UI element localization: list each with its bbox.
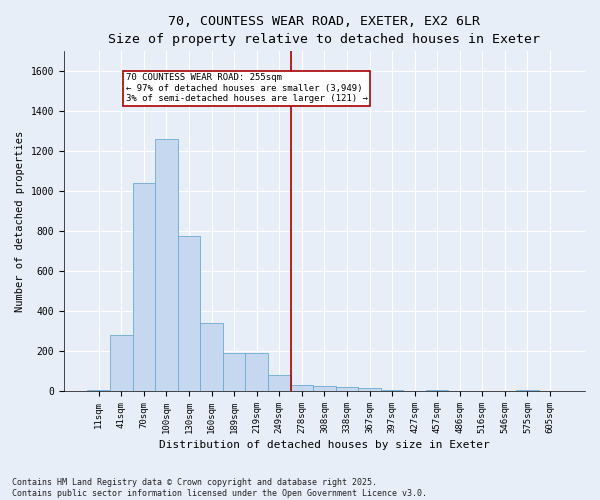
Text: 70 COUNTESS WEAR ROAD: 255sqm
← 97% of detached houses are smaller (3,949)
3% of: 70 COUNTESS WEAR ROAD: 255sqm ← 97% of d…	[126, 74, 368, 103]
Bar	[110, 335, 133, 391]
Bar	[426, 390, 448, 391]
Bar	[290, 385, 313, 391]
Title: 70, COUNTESS WEAR ROAD, EXETER, EX2 6LR
Size of property relative to detached ho: 70, COUNTESS WEAR ROAD, EXETER, EX2 6LR …	[109, 15, 541, 46]
Bar	[268, 375, 290, 391]
Bar	[245, 353, 268, 391]
X-axis label: Distribution of detached houses by size in Exeter: Distribution of detached houses by size …	[159, 440, 490, 450]
Bar	[516, 390, 539, 391]
Bar	[313, 386, 335, 391]
Bar	[133, 183, 155, 391]
Bar	[155, 140, 178, 391]
Bar	[335, 387, 358, 391]
Y-axis label: Number of detached properties: Number of detached properties	[15, 130, 25, 312]
Text: Contains HM Land Registry data © Crown copyright and database right 2025.
Contai: Contains HM Land Registry data © Crown c…	[12, 478, 427, 498]
Bar	[178, 236, 200, 391]
Bar	[358, 388, 381, 391]
Bar	[381, 390, 403, 391]
Bar	[223, 353, 245, 391]
Bar	[200, 323, 223, 391]
Bar	[88, 390, 110, 391]
